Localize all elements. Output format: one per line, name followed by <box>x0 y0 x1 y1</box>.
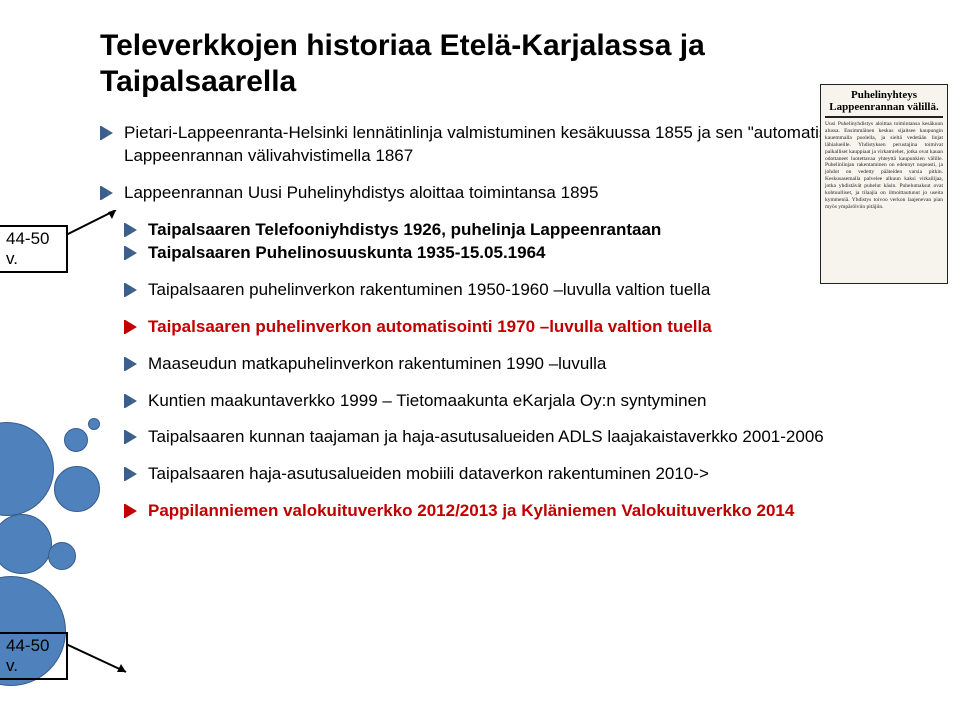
clipping-body: Uusi Puhelinyhdistys aloittaa toimintans… <box>825 121 943 210</box>
list-item: Taipalsaaren Telefooniyhdistys 1926, puh… <box>124 219 900 242</box>
list-item: Pietari-Lappeenranta-Helsinki lennätinli… <box>100 122 900 168</box>
decorative-bubble <box>64 428 88 452</box>
list-item-text: Taipalsaaren Telefooniyhdistys 1926, puh… <box>148 219 661 242</box>
newspaper-clipping: Puhelinyhteys Lappeenrannan välillä. Uus… <box>820 84 948 284</box>
list-item: Pappilanniemen valokuituverkko 2012/2013… <box>124 500 900 523</box>
list-item-text: Taipalsaaren puhelinverkon rakentuminen … <box>148 279 710 302</box>
decorative-bubble <box>0 514 52 574</box>
clipping-heading: Puhelinyhteys Lappeenrannan välillä. <box>825 89 943 118</box>
annotation-box-2: 44-50 v. <box>0 632 68 680</box>
bullet-arrow-icon <box>124 357 138 371</box>
decorative-bubble <box>88 418 100 430</box>
list-item-text: Taipalsaaren kunnan taajaman ja haja-asu… <box>148 426 824 449</box>
bullet-arrow-icon <box>124 320 138 334</box>
bullet-arrow-icon <box>124 430 138 444</box>
bullet-list: Pietari-Lappeenranta-Helsinki lennätinli… <box>100 122 900 523</box>
bullet-arrow-icon <box>100 126 114 140</box>
bullet-arrow-icon <box>124 394 138 408</box>
decorative-bubble <box>0 422 54 516</box>
list-item-text: Taipalsaaren Puhelinosuuskunta 1935-15.0… <box>148 242 545 265</box>
bullet-arrow-icon <box>100 186 114 200</box>
bullet-arrow-icon <box>124 504 138 518</box>
decorative-bubble <box>48 542 76 570</box>
list-item: Taipalsaaren kunnan taajaman ja haja-asu… <box>124 426 900 449</box>
bullet-arrow-icon <box>124 283 138 297</box>
list-item-text: Pappilanniemen valokuituverkko 2012/2013… <box>148 500 794 523</box>
annotation-box-1: 44-50 v. <box>0 225 68 273</box>
list-item-text: Lappeenrannan Uusi Puhelinyhdistys aloit… <box>124 182 598 205</box>
list-item-text: Taipalsaaren haja-asutusalueiden mobiili… <box>148 463 709 486</box>
slide: Televerkkojen historiaa Etelä-Karjalassa… <box>0 0 960 724</box>
bullet-arrow-icon <box>124 467 138 481</box>
list-item-text: Kuntien maakuntaverkko 1999 – Tietomaaku… <box>148 390 707 413</box>
list-item-text: Pietari-Lappeenranta-Helsinki lennätinli… <box>124 122 900 168</box>
list-item: Taipalsaaren puhelinverkon rakentuminen … <box>124 279 900 302</box>
decorative-bubble <box>54 466 100 512</box>
list-item-text: Taipalsaaren puhelinverkon automatisoint… <box>148 316 712 339</box>
annotation-pointer-2 <box>66 642 138 682</box>
list-item: Maaseudun matkapuhelinverkon rakentumine… <box>124 353 900 376</box>
list-item: Taipalsaaren Puhelinosuuskunta 1935-15.0… <box>124 242 900 265</box>
list-item: Kuntien maakuntaverkko 1999 – Tietomaaku… <box>124 390 900 413</box>
list-item: Lappeenrannan Uusi Puhelinyhdistys aloit… <box>100 182 900 205</box>
annotation-pointer-1 <box>66 210 128 252</box>
slide-title: Televerkkojen historiaa Etelä-Karjalassa… <box>100 28 900 100</box>
list-item: Taipalsaaren puhelinverkon automatisoint… <box>124 316 900 339</box>
list-item-text: Maaseudun matkapuhelinverkon rakentumine… <box>148 353 606 376</box>
list-item: Taipalsaaren haja-asutusalueiden mobiili… <box>124 463 900 486</box>
